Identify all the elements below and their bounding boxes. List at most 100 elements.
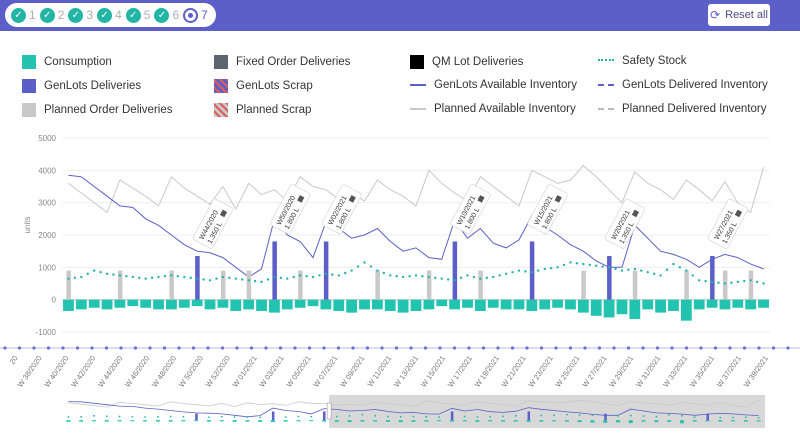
x-tick-label: W 39/2021	[742, 354, 770, 389]
legend-item-genlots-available-inventory[interactable]: GenLots Available Inventory	[410, 79, 577, 91]
navigator-consumption-bar	[552, 420, 557, 422]
y-tick-label: 0	[52, 296, 57, 305]
legend-swatch	[214, 79, 228, 93]
navigator-consumption-bar	[347, 420, 352, 423]
safety-stock-point	[427, 275, 431, 279]
legend-label: GenLots Available Inventory	[434, 79, 577, 91]
safety-stock-point	[595, 264, 598, 267]
navigator-consumption-bar	[66, 420, 71, 422]
navigator-consumption-bar	[143, 420, 148, 422]
legend-item-planned-scrap[interactable]: Planned Scrap	[214, 103, 311, 117]
consumption-bar	[603, 299, 615, 318]
navigator-genlots-bar	[195, 413, 198, 421]
safety-stock-point	[562, 263, 566, 267]
edit-icon	[348, 195, 356, 203]
navigator-consumption-bar	[296, 420, 301, 422]
consumption-bar	[565, 299, 576, 310]
navigator-safety-point	[156, 415, 159, 418]
safety-stock-point	[582, 262, 585, 266]
edit-icon	[554, 195, 562, 203]
consumption-bar	[75, 299, 87, 310]
step-2[interactable]: ✓ 2	[39, 7, 64, 23]
x-axis-dot	[235, 346, 239, 350]
reset-all-label: Reset all	[725, 9, 768, 21]
safety-stock-point	[730, 281, 733, 284]
safety-stock-point	[511, 270, 514, 274]
x-axis-dot	[336, 346, 341, 350]
x-axis-dot	[757, 346, 761, 350]
legend-item-planned-available-inventory[interactable]: Planned Available Inventory	[410, 103, 576, 115]
planned-delivery-bar	[478, 270, 483, 300]
navigator-safety-point	[757, 416, 760, 419]
navigator-safety-point	[591, 414, 594, 416]
x-axis-dot	[742, 346, 747, 350]
navigator-consumption-bar	[104, 420, 109, 422]
navigator-safety-point	[617, 414, 619, 417]
navigator-consumption-bar	[91, 420, 96, 422]
x-axis-dot	[786, 346, 790, 350]
step-number: 4	[115, 8, 122, 22]
legend-swatch	[22, 55, 36, 69]
safety-stock-point	[743, 279, 746, 283]
navigator-safety-point	[259, 416, 262, 419]
legend-label: Planned Scrap	[236, 104, 312, 116]
legend-label: GenLots Scrap	[236, 80, 313, 92]
legend-item-qm-lot-deliveries[interactable]: QM Lot Deliveries	[410, 55, 523, 69]
planned-delivery-bar	[684, 270, 689, 300]
legend-item-planned-order-deliveries[interactable]: Planned Order Deliveries	[22, 103, 172, 117]
legend-item-safety-stock[interactable]: Safety Stock	[598, 55, 687, 67]
legend-item-genlots-deliveries[interactable]: GenLots Deliveries	[22, 79, 141, 93]
consumption-bar	[642, 299, 654, 310]
check-icon: ✓	[125, 7, 141, 23]
x-axis-dot	[583, 346, 587, 350]
step-5[interactable]: ✓ 5	[125, 7, 150, 23]
safety-stock-point	[530, 270, 534, 274]
consumption-bar	[256, 299, 267, 311]
step-4[interactable]: ✓ 4	[97, 7, 122, 23]
safety-stock-point	[569, 261, 572, 264]
legend-item-planned-delivered-inventory[interactable]: Planned Delivered Inventory	[598, 103, 766, 115]
consumption-bar	[539, 299, 551, 310]
legend-item-fixed-order-deliveries[interactable]: Fixed Order Deliveries	[214, 55, 350, 69]
legend-item-genlots-delivered-inventory[interactable]: GenLots Delivered Inventory	[598, 79, 768, 91]
step-3[interactable]: ✓ 3	[68, 7, 93, 23]
step-7[interactable]: 7	[183, 7, 208, 23]
navigator-safety-point	[399, 415, 402, 418]
navigator-consumption-bar	[270, 420, 275, 423]
x-tick-label: W 19/2021	[473, 354, 501, 389]
legend-swatch	[598, 59, 614, 63]
reset-all-button[interactable]: ⟳ Reset all	[708, 4, 770, 26]
safety-stock-point	[221, 275, 225, 279]
safety-stock-point	[298, 274, 302, 277]
step-1[interactable]: ✓ 1	[11, 7, 36, 23]
x-axis-dot	[75, 346, 80, 350]
consumption-bar	[217, 299, 229, 308]
planned-delivery-bar	[426, 270, 432, 300]
safety-stock-point	[350, 269, 353, 272]
safety-stock-point	[736, 280, 740, 284]
navigator-consumption-bar	[155, 420, 160, 422]
legend-item-genlots-scrap[interactable]: GenLots Scrap	[214, 79, 313, 93]
x-tick-label: W 29/2021	[607, 354, 635, 389]
consumption-bar	[281, 299, 293, 310]
x-axis-dot	[684, 346, 689, 350]
navigator-safety-point	[425, 415, 428, 418]
navigator-safety-point	[693, 416, 696, 419]
x-tick-label: W 03/2021	[258, 354, 286, 389]
x-axis-dot	[713, 346, 718, 350]
navigator-consumption-bar	[692, 420, 697, 422]
navigator-safety-point	[208, 416, 210, 419]
x-tick-label: W 17/2021	[446, 354, 474, 389]
safety-stock-point	[698, 279, 701, 282]
navigator-handle-left[interactable]	[326, 402, 332, 420]
step-6[interactable]: ✓ 6	[154, 7, 179, 23]
legend-item-consumption[interactable]: Consumption	[22, 55, 112, 69]
consumption-bar	[745, 299, 757, 310]
legend-label: Planned Order Deliveries	[44, 104, 173, 116]
